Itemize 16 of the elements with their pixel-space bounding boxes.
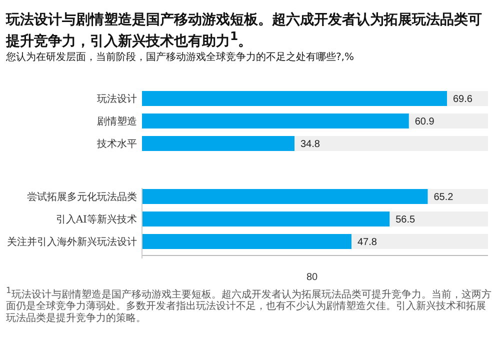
data-label: 56.5 <box>396 214 416 226</box>
y-tick-label: 技术水平 <box>96 138 137 150</box>
y-tick-label: 玩法设计 <box>97 93 137 105</box>
chart-subtitle: 您认为在研发层面，当前阶段，国产移动游戏全球竞争力的不足之处有哪些?,% <box>6 52 355 64</box>
y-tick-label: 尝试拓展多元化玩法品类 <box>27 191 137 203</box>
text: $^{1}$玩法设计与剧情塑造是国产移动游戏主要短板。超六成开发者认为拓展玩法品类可提升竞争力。当前，这两方面仍是全球竞争力薄弱处。多数开发者指出玩法设计不足，也有不少认为剧情塑造欠佳。引入新兴技术和拓展玩法品类是提升竞争力的策略。 <box>6 284 492 326</box>
data-label: 65.2 <box>434 192 454 203</box>
data-label: 60.9 <box>414 116 435 128</box>
y-tick-label: 关注并引入海外新兴玩法设计 <box>7 236 137 248</box>
y-tick-label: 剧情塑造 <box>97 116 137 128</box>
y-tick-label: 引入AI等新兴技术 <box>56 214 137 226</box>
x-axis-title: 80 <box>306 272 318 283</box>
data-label: 69.6 <box>453 94 473 105</box>
chart-title: 玩法设计与剧情塑造是国产移动游戏短板。超六成开发者认为拓展玩法品类可提升竞争力，引入新兴技术也有助力$^{1}$。 <box>6 12 483 50</box>
data-label: 34.8 <box>300 139 320 150</box>
data-label: 47.8 <box>357 237 378 248</box>
